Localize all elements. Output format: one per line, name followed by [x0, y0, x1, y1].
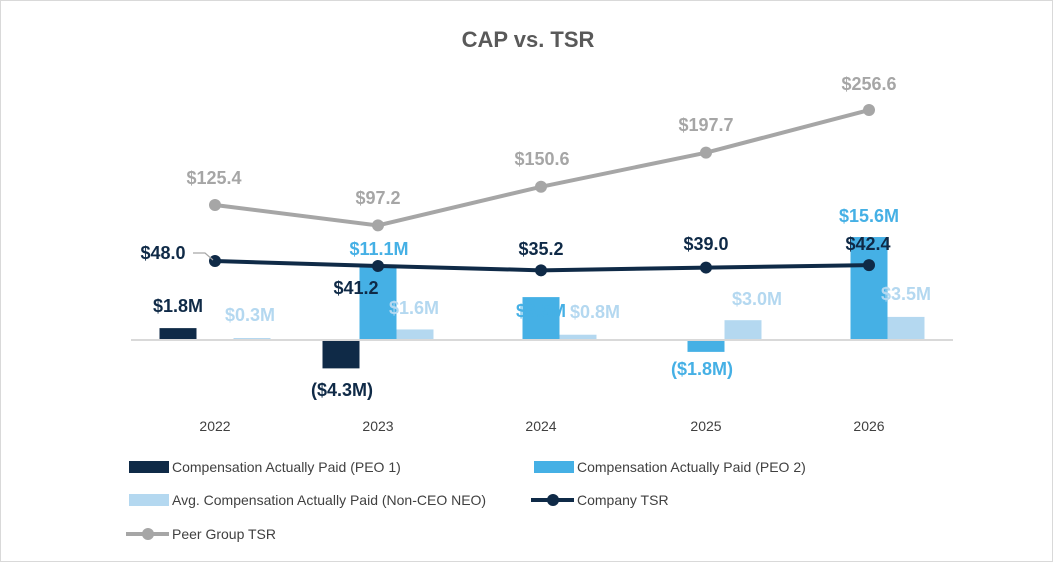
bar-2023-series-2 — [396, 329, 434, 340]
legend-label: Compensation Actually Paid (PEO 1) — [172, 459, 401, 475]
legend-swatch — [534, 461, 574, 473]
x-tick-label: 2026 — [853, 418, 884, 434]
label-leader-line — [193, 252, 214, 261]
legend-swatch — [129, 494, 169, 506]
legend-label: Avg. Compensation Actually Paid (Non-CEO… — [172, 492, 486, 508]
point-2023-series-3 — [372, 259, 384, 272]
point-2026-series-3 — [863, 259, 875, 272]
point-2024-series-3 — [535, 264, 547, 277]
bar-2025-series-1 — [687, 340, 725, 352]
data-label: $39.0 — [683, 234, 728, 254]
data-label: $0.3M — [225, 305, 275, 325]
x-tick-label: 2022 — [199, 418, 230, 434]
legend-marker — [547, 494, 559, 506]
data-label: $35.2 — [518, 239, 563, 259]
data-label: $1.8M — [153, 296, 203, 316]
bar-2023-series-1 — [359, 266, 397, 340]
x-tick-label: 2025 — [690, 418, 721, 434]
chart-title: CAP vs. TSR — [462, 27, 595, 52]
point-2025-series-3 — [700, 261, 712, 274]
data-label: $42.4 — [845, 234, 890, 254]
bar-2026-series-1 — [850, 237, 888, 340]
data-label: $11.1M — [349, 239, 408, 259]
legend-label: Peer Group TSR — [172, 526, 276, 542]
bar-2026-series-2 — [887, 316, 925, 340]
data-label: $197.7 — [678, 115, 733, 135]
bar-2025-series-2 — [724, 320, 762, 340]
data-label: $1.6M — [389, 298, 439, 318]
data-label: $41.2 — [333, 278, 378, 298]
data-label: $15.6M — [839, 206, 899, 226]
bar-2022-series-0 — [159, 328, 197, 340]
bar-2024-series-1 — [522, 297, 560, 340]
legend-swatch — [129, 461, 169, 473]
data-label: $6.5M — [516, 301, 566, 321]
point-2023-series-4 — [372, 219, 384, 232]
point-2024-series-4 — [535, 180, 547, 193]
bar-2024-series-2 — [559, 334, 597, 340]
data-label: $48.0 — [140, 243, 185, 263]
point-2022-series-3 — [209, 255, 221, 268]
bar-2023-series-0 — [322, 340, 360, 369]
data-label: $150.6 — [514, 149, 569, 169]
data-label: $3.5M — [881, 284, 931, 304]
data-label: $125.4 — [186, 168, 241, 188]
legend-marker — [142, 528, 154, 540]
data-label: $256.6 — [841, 74, 896, 94]
legend-label: Company TSR — [577, 492, 669, 508]
x-tick-label: 2023 — [362, 418, 393, 434]
data-label: $3.0M — [732, 289, 782, 309]
data-label: $0.8M — [570, 302, 620, 322]
legend-label: Compensation Actually Paid (PEO 2) — [577, 459, 806, 475]
data-label: ($1.8M) — [671, 359, 733, 379]
point-2025-series-4 — [700, 146, 712, 159]
point-2022-series-4 — [209, 199, 221, 212]
data-label: ($4.3M) — [311, 380, 373, 400]
point-2026-series-4 — [863, 104, 875, 117]
data-label: $97.2 — [355, 188, 400, 208]
x-tick-label: 2024 — [525, 418, 556, 434]
